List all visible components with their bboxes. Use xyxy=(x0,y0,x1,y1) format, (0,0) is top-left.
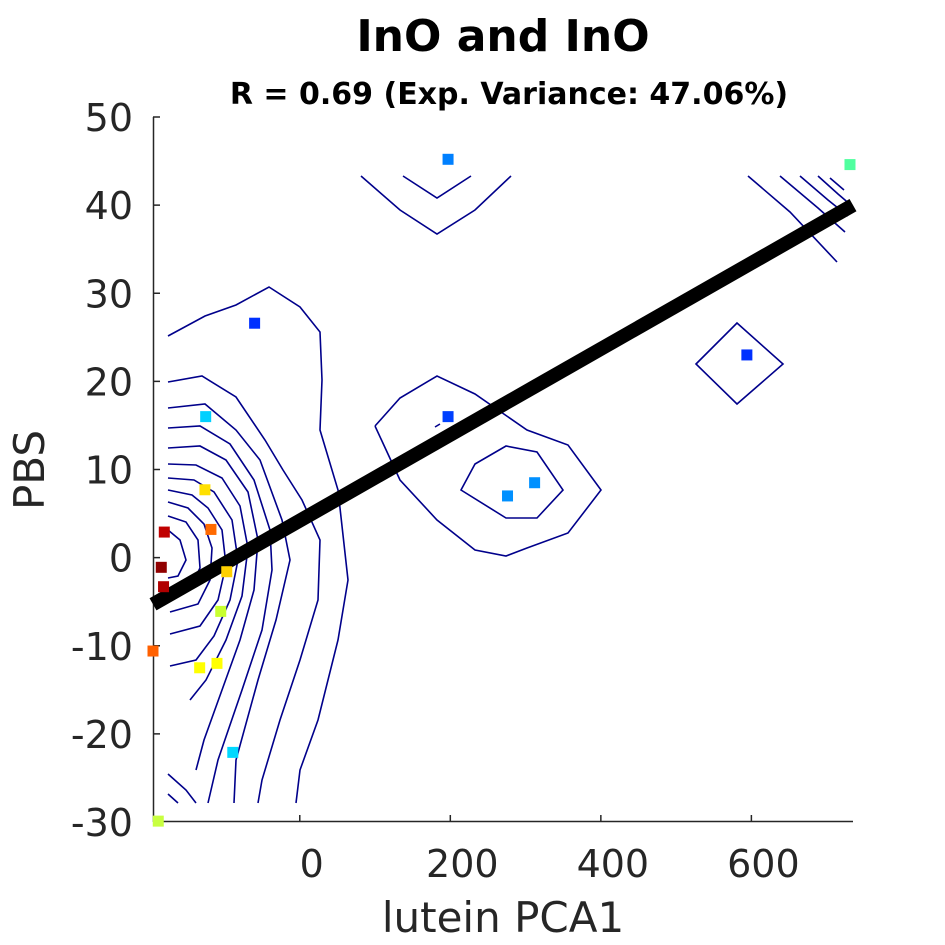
x-tick-label: 600 xyxy=(727,842,800,886)
contour-line xyxy=(167,793,179,804)
contour-line xyxy=(402,175,472,199)
data-point xyxy=(147,645,159,657)
contour-line xyxy=(747,175,838,263)
x-tick-label: 400 xyxy=(577,842,650,886)
x-axis-label: lutein PCA1 xyxy=(382,893,624,942)
x-tick-label: 200 xyxy=(426,842,499,886)
data-point xyxy=(194,662,206,674)
contour-line xyxy=(167,773,197,804)
data-point xyxy=(442,411,454,423)
x-tick-label: 0 xyxy=(300,842,324,886)
y-tick-label: 10 xyxy=(85,449,133,493)
data-point xyxy=(502,490,514,502)
tick-marks xyxy=(153,116,753,823)
contour-line xyxy=(434,423,441,428)
y-tick-label: 30 xyxy=(85,272,133,316)
data-point xyxy=(741,349,753,361)
y-tick-label: 50 xyxy=(85,96,133,140)
chart-subtitle: R = 0.69 (Exp. Variance: 47.06%) xyxy=(230,77,788,112)
data-point xyxy=(249,317,261,329)
contour-line xyxy=(459,445,565,519)
y-tick-label: -10 xyxy=(71,625,133,669)
data-points xyxy=(147,153,856,827)
data-point xyxy=(221,566,233,578)
data-point xyxy=(155,561,167,573)
y-tick-label: -30 xyxy=(71,801,133,845)
y-axis-label: PBS xyxy=(5,430,54,510)
contour-line xyxy=(167,501,213,613)
y-tick-label: -20 xyxy=(71,713,133,757)
contour-line xyxy=(167,489,227,635)
contour-line xyxy=(829,177,845,191)
contour-line xyxy=(167,286,349,804)
data-point xyxy=(529,477,541,489)
contour-line xyxy=(360,175,512,235)
tick-labels: 50 40 30 20 10 0 -10 -20 -30 0 200 400 600 xyxy=(71,96,800,886)
regression-line-group xyxy=(149,199,857,611)
contour-line xyxy=(694,321,785,406)
regression-line xyxy=(149,199,857,611)
contour-line xyxy=(167,445,259,771)
contour-line xyxy=(167,425,273,804)
data-point xyxy=(200,411,212,423)
chart-title: InO and InO xyxy=(356,11,649,62)
contour-line xyxy=(374,375,603,557)
y-tick-label: 40 xyxy=(85,184,133,228)
contour-line xyxy=(779,175,846,233)
data-point xyxy=(215,605,227,617)
axes xyxy=(152,117,853,823)
y-tick-label: 0 xyxy=(109,537,133,581)
y-tick-label: 20 xyxy=(85,360,133,404)
data-point xyxy=(227,746,239,758)
data-point xyxy=(152,815,164,827)
data-point xyxy=(442,153,454,165)
data-point xyxy=(158,526,170,538)
contour-line xyxy=(167,403,291,804)
data-point xyxy=(158,581,170,593)
contour-line xyxy=(167,529,187,579)
data-point xyxy=(844,159,856,171)
data-point xyxy=(205,523,217,535)
data-point xyxy=(199,484,211,496)
data-point xyxy=(211,657,223,669)
